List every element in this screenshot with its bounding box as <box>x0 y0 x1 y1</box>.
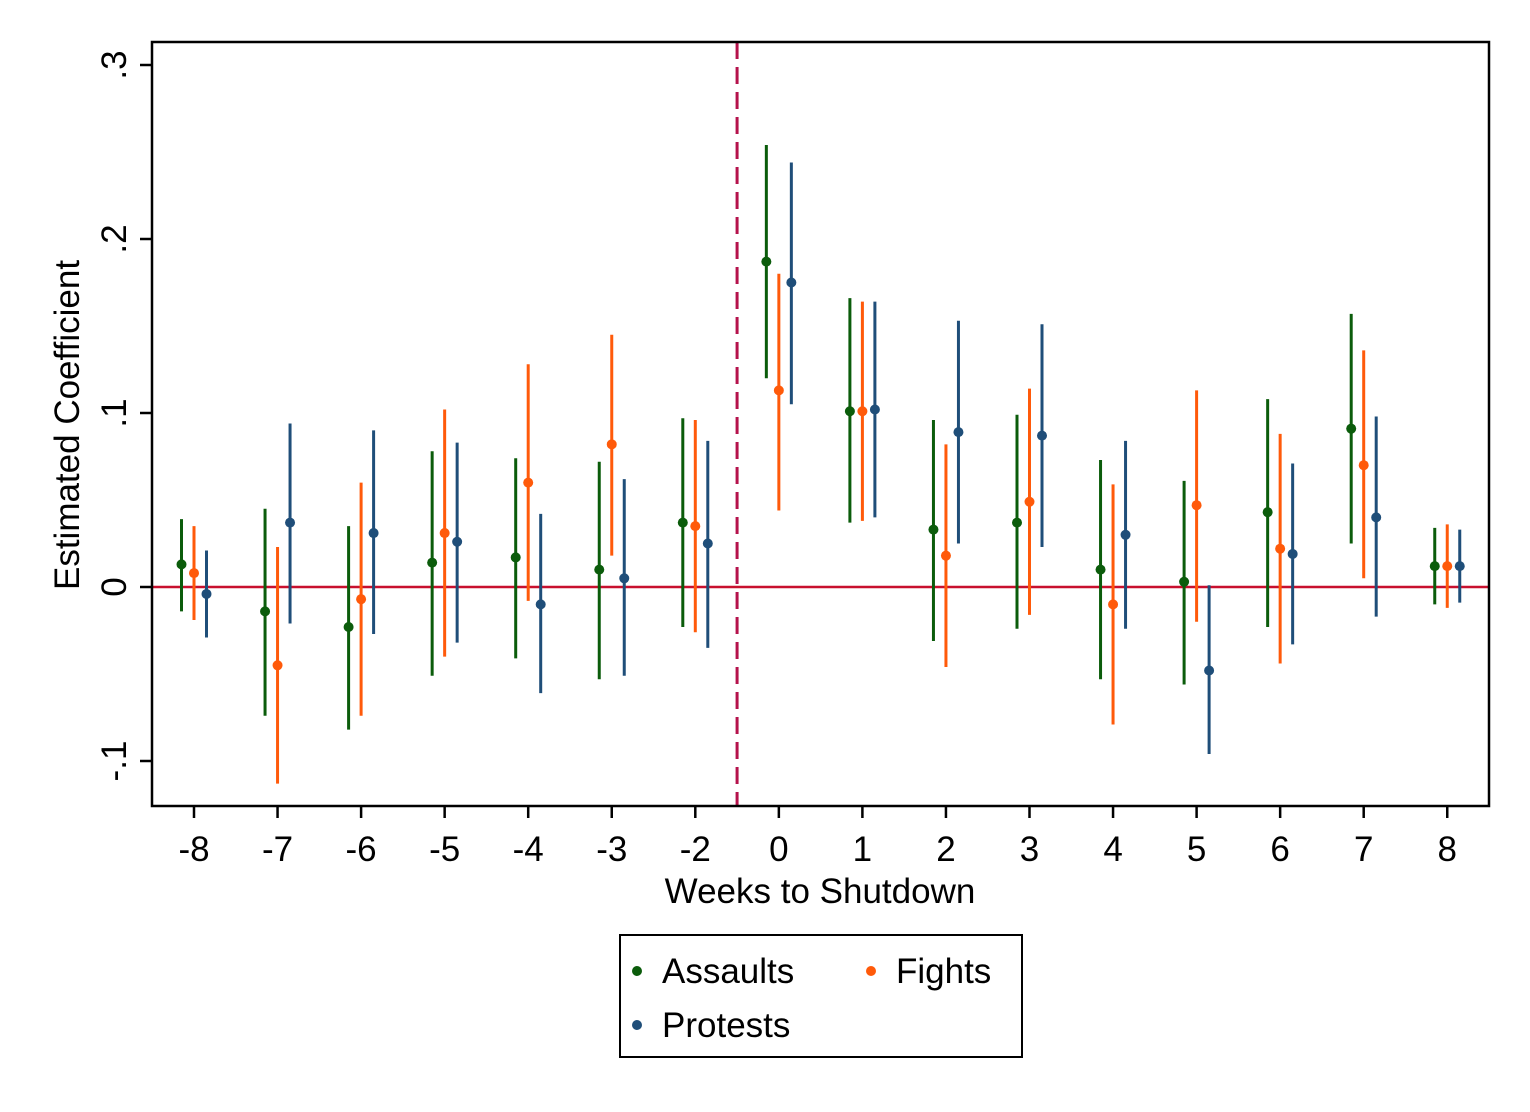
series-assaults <box>176 145 1440 730</box>
y-axis-label: Estimated Coefficient <box>48 260 87 590</box>
legend-marker <box>866 966 876 976</box>
data-point <box>690 521 701 532</box>
y-tick-label: -.1 <box>95 741 134 782</box>
data-point <box>702 538 713 549</box>
data-point <box>1442 561 1453 572</box>
data-point <box>761 256 772 267</box>
data-point <box>594 564 605 575</box>
data-point <box>1204 665 1215 676</box>
data-point <box>1346 423 1357 434</box>
data-point <box>1108 599 1119 610</box>
x-tick-label: 3 <box>1020 830 1039 869</box>
x-tick-label: 1 <box>853 830 872 869</box>
x-axis: -8 -7 -6 -5 -4 -3 -2 0 1 2 3 4 5 6 7 8 <box>178 806 1457 869</box>
legend-label: Assaults <box>662 952 794 991</box>
data-point <box>356 594 367 605</box>
x-tick-label: -3 <box>596 830 627 869</box>
x-tick-label: -8 <box>178 830 209 869</box>
data-point <box>1287 548 1298 559</box>
data-point <box>1358 460 1369 471</box>
data-point <box>1191 500 1202 511</box>
series-protests <box>201 162 1465 755</box>
x-tick-label: -7 <box>262 830 293 869</box>
x-tick-label: 5 <box>1187 830 1206 869</box>
data-point <box>272 660 283 671</box>
x-tick-label: -2 <box>680 830 711 869</box>
y-tick-label: 0 <box>95 577 134 596</box>
data-point <box>201 588 212 599</box>
plot-border <box>150 40 1491 808</box>
data-point <box>786 277 797 288</box>
data-point <box>523 477 534 488</box>
data-point <box>260 606 271 617</box>
legend: Assaults Fights Protests <box>619 934 1023 1058</box>
x-tick-label: -6 <box>346 830 377 869</box>
x-tick-label: 4 <box>1103 830 1122 869</box>
legend-label: Protests <box>662 1006 790 1045</box>
x-tick-label: 6 <box>1270 830 1289 869</box>
data-point <box>439 528 450 539</box>
data-point <box>1037 430 1047 441</box>
data-point <box>452 536 463 547</box>
data-point <box>606 439 617 450</box>
x-tick-label: 7 <box>1354 830 1373 869</box>
data-point <box>1275 543 1286 554</box>
data-point <box>928 524 939 535</box>
x-axis-label: Weeks to Shutdown <box>665 872 976 911</box>
data-point <box>1371 512 1382 523</box>
data-point <box>940 550 951 561</box>
y-tick-label: .1 <box>95 398 134 427</box>
data-point <box>176 559 187 570</box>
y-axis: -.1 0 .1 .2 .3 <box>95 50 152 781</box>
data-point <box>857 406 868 417</box>
data-point <box>1095 564 1106 575</box>
data-point <box>1024 496 1035 507</box>
data-point <box>343 622 354 633</box>
data-point <box>1454 561 1465 572</box>
data-point <box>1262 507 1273 518</box>
data-point <box>535 599 546 610</box>
data-point <box>869 404 880 415</box>
data-point <box>189 568 199 579</box>
data-point <box>1012 517 1022 528</box>
data-point <box>427 557 438 568</box>
plot-area <box>150 40 1491 808</box>
legend-label: Fights <box>896 952 991 991</box>
data-point <box>368 528 379 539</box>
legend-marker <box>632 966 642 976</box>
legend-box <box>619 934 1023 1058</box>
legend-marker <box>632 1020 642 1030</box>
data-point <box>773 385 784 396</box>
y-tick-label: .2 <box>95 224 134 253</box>
x-tick-label: -5 <box>429 830 460 869</box>
x-tick-label: 8 <box>1438 830 1457 869</box>
series-fights <box>189 273 1453 784</box>
x-tick-label: 2 <box>936 830 955 869</box>
data-point <box>677 517 688 528</box>
data-point <box>953 427 964 438</box>
data-point <box>1429 561 1440 572</box>
data-point <box>844 406 855 417</box>
data-point <box>1179 576 1190 587</box>
data-point <box>510 552 521 563</box>
data-point <box>619 573 630 584</box>
y-tick-label: .3 <box>95 50 134 79</box>
x-tick-label: 0 <box>769 830 788 869</box>
data-point <box>1120 529 1131 540</box>
data-point <box>285 517 296 528</box>
x-tick-label: -4 <box>513 830 544 869</box>
